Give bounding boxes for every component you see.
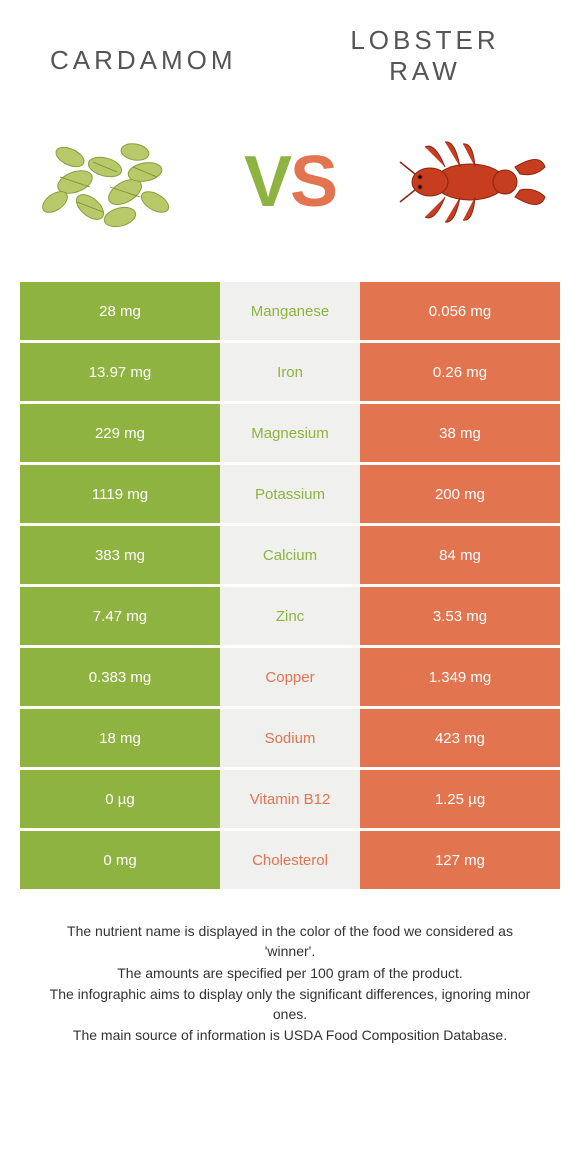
table-row: 1119 mgPotassium200 mg	[20, 465, 560, 523]
value-left: 0 mg	[20, 831, 220, 889]
value-left: 0.383 mg	[20, 648, 220, 706]
value-right: 1.25 µg	[360, 770, 560, 828]
nutrient-name: Magnesium	[220, 404, 360, 462]
vs-s: S	[290, 141, 336, 223]
value-left: 229 mg	[20, 404, 220, 462]
table-row: 383 mgCalcium84 mg	[20, 526, 560, 584]
comparison-table: 28 mgManganese0.056 mg13.97 mgIron0.26 m…	[20, 282, 560, 889]
title-right-line1: LOBSTER	[350, 25, 499, 55]
footer-line-2: The amounts are specified per 100 gram o…	[40, 964, 540, 984]
footer-line-3: The infographic aims to display only the…	[40, 985, 540, 1024]
footer-notes: The nutrient name is displayed in the co…	[0, 892, 580, 1078]
value-left: 0 µg	[20, 770, 220, 828]
value-right: 0.26 mg	[360, 343, 560, 401]
value-left: 28 mg	[20, 282, 220, 340]
value-left: 18 mg	[20, 709, 220, 767]
nutrient-name: Copper	[220, 648, 360, 706]
cardamom-image	[20, 107, 200, 257]
title-right-line2: RAW	[389, 56, 461, 86]
nutrient-name: Manganese	[220, 282, 360, 340]
nutrient-name: Iron	[220, 343, 360, 401]
table-row: 0 mgCholesterol127 mg	[20, 831, 560, 889]
value-right: 200 mg	[360, 465, 560, 523]
nutrient-name: Calcium	[220, 526, 360, 584]
value-right: 127 mg	[360, 831, 560, 889]
table-row: 229 mgMagnesium38 mg	[20, 404, 560, 462]
nutrient-name: Cholesterol	[220, 831, 360, 889]
table-row: 0 µgVitamin B121.25 µg	[20, 770, 560, 828]
value-left: 1119 mg	[20, 465, 220, 523]
value-right: 84 mg	[360, 526, 560, 584]
title-right: LOBSTER RAW	[300, 25, 550, 87]
value-left: 383 mg	[20, 526, 220, 584]
vs-label: VS	[244, 141, 336, 223]
image-row: VS	[0, 97, 580, 282]
value-right: 1.349 mg	[360, 648, 560, 706]
nutrient-name: Zinc	[220, 587, 360, 645]
title-left: CARDAMOM	[30, 25, 300, 87]
lobster-image	[380, 107, 560, 257]
value-left: 7.47 mg	[20, 587, 220, 645]
nutrient-name: Potassium	[220, 465, 360, 523]
table-row: 7.47 mgZinc3.53 mg	[20, 587, 560, 645]
footer-line-4: The main source of information is USDA F…	[40, 1026, 540, 1046]
value-right: 38 mg	[360, 404, 560, 462]
table-row: 28 mgManganese0.056 mg	[20, 282, 560, 340]
nutrient-name: Sodium	[220, 709, 360, 767]
footer-line-1: The nutrient name is displayed in the co…	[40, 922, 540, 961]
nutrient-name: Vitamin B12	[220, 770, 360, 828]
header: CARDAMOM LOBSTER RAW	[0, 0, 580, 97]
table-row: 18 mgSodium423 mg	[20, 709, 560, 767]
vs-v: V	[244, 141, 290, 223]
table-row: 0.383 mgCopper1.349 mg	[20, 648, 560, 706]
value-right: 0.056 mg	[360, 282, 560, 340]
table-row: 13.97 mgIron0.26 mg	[20, 343, 560, 401]
value-right: 423 mg	[360, 709, 560, 767]
value-left: 13.97 mg	[20, 343, 220, 401]
value-right: 3.53 mg	[360, 587, 560, 645]
